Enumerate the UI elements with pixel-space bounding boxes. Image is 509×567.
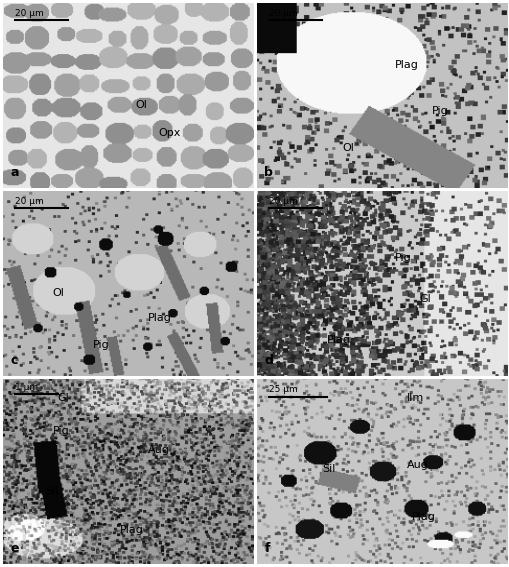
Text: Pig: Pig [432,106,448,116]
Text: Pig: Pig [93,340,109,350]
Text: Pig: Pig [52,426,69,437]
Text: Opx: Opx [158,128,180,138]
Text: Ol: Ol [52,289,65,298]
Text: Pig: Pig [394,253,411,263]
Text: Aug: Aug [148,445,169,455]
Text: Ol: Ol [135,100,147,111]
Text: f: f [264,542,269,555]
Text: Plag: Plag [394,60,418,70]
Text: c: c [10,354,17,367]
Text: Gl: Gl [419,294,431,304]
Text: 20 μm: 20 μm [15,197,44,206]
Text: Sil: Sil [321,464,335,473]
Text: 25 μm: 25 μm [269,385,298,394]
Text: Ilm: Ilm [406,393,423,403]
Text: Gl: Gl [58,393,69,403]
Text: a: a [10,166,18,179]
Text: Aug: Aug [406,460,428,470]
Text: Plag: Plag [326,335,350,345]
Text: Plag: Plag [411,511,435,522]
Text: 20 μm: 20 μm [269,197,298,206]
Text: 20 μm: 20 μm [269,9,298,18]
Text: 1 μm: 1 μm [15,383,38,392]
Text: Sil: Sil [45,486,59,496]
Text: Ol: Ol [342,143,353,153]
Text: b: b [264,166,273,179]
Text: e: e [10,542,18,555]
Text: Plag: Plag [120,524,144,535]
Text: d: d [264,354,273,367]
Text: Plag: Plag [148,312,172,323]
Text: 20 μm: 20 μm [15,9,44,18]
